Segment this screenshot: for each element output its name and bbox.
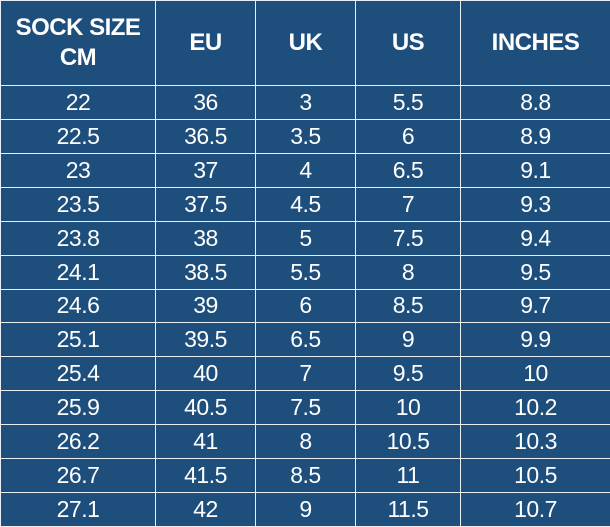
table-cell: 3.5: [255, 118, 356, 154]
table-cell: 37.5: [155, 186, 256, 222]
table-cell: 38: [155, 220, 256, 256]
table-cell: 40.5: [155, 390, 256, 426]
table-cell: 5: [255, 220, 356, 256]
table-cell: 25.1: [0, 322, 156, 358]
table-cell: 10: [460, 356, 610, 392]
table-cell: 6.5: [355, 152, 461, 188]
table-cell: 37: [155, 152, 256, 188]
table-cell: 39: [155, 288, 256, 324]
table-cell: 23: [0, 152, 156, 188]
table-cell: 23.5: [0, 186, 156, 222]
table-cell: 4.5: [255, 186, 356, 222]
table-header: SOCK SIZE CM EU UK US INCHES: [0, 0, 610, 86]
table-cell: 9.9: [460, 322, 610, 358]
table-cell: 41: [155, 424, 256, 460]
table-cell: 7.5: [355, 220, 461, 256]
header-cell: UK: [255, 0, 356, 86]
table-row: 22 36 3 5.5 8.8: [0, 85, 610, 120]
table-row: 25.1 39.5 6.5 9 9.9: [0, 322, 610, 358]
table-cell: 8.9: [460, 118, 610, 154]
table-row: 24.6 39 6 8.5 9.7: [0, 288, 610, 324]
table-cell: 10.7: [460, 492, 610, 527]
table-cell: 23.8: [0, 220, 156, 256]
table-cell: 10.2: [460, 390, 610, 426]
table-cell: 7.5: [255, 390, 356, 426]
table-cell: 26.2: [0, 424, 156, 460]
table-cell: 10.3: [460, 424, 610, 460]
table-cell: 10: [355, 390, 461, 426]
table-row: 23.5 37.5 4.5 7 9.3: [0, 186, 610, 222]
table-cell: 11.5: [355, 492, 461, 527]
table-cell: 3: [255, 85, 356, 120]
table-row: 23 37 4 6.5 9.1: [0, 152, 610, 188]
table-cell: 11: [355, 458, 461, 494]
header-cell: SOCK SIZE CM: [0, 0, 156, 86]
table-body: 22 36 3 5.5 8.8 22.5 36.5 3.5 6 8.9 23 37 4 6.5 9.1 23.…: [0, 85, 610, 527]
header-cell: US: [355, 0, 461, 86]
table-cell: 5.5: [255, 254, 356, 290]
table-row: 25.9 40.5 7.5 10 10.2: [0, 390, 610, 426]
table-cell: 6: [255, 288, 356, 324]
table-cell: 8: [355, 254, 461, 290]
table-cell: 4: [255, 152, 356, 188]
table-cell: 10.5: [355, 424, 461, 460]
table-cell: 7: [255, 356, 356, 392]
table-cell: 39.5: [155, 322, 256, 358]
table-row: 27.1 42 9 11.5 10.7: [0, 492, 610, 527]
table-row: 23.8 38 5 7.5 9.4: [0, 220, 610, 256]
table-cell: 24.1: [0, 254, 156, 290]
table-cell: 8.5: [355, 288, 461, 324]
header-cell: INCHES: [460, 0, 610, 86]
table-cell: 36.5: [155, 118, 256, 154]
table-cell: 9.4: [460, 220, 610, 256]
table-cell: 26.7: [0, 458, 156, 494]
table-cell: 25.4: [0, 356, 156, 392]
table-row: 22.5 36.5 3.5 6 8.9: [0, 118, 610, 154]
table-cell: 36: [155, 85, 256, 120]
table-cell: 25.9: [0, 390, 156, 426]
table-cell: 7: [355, 186, 461, 222]
table-cell: 8.8: [460, 85, 610, 120]
table-row: 25.4 40 7 9.5 10: [0, 356, 610, 392]
table-cell: 9.5: [460, 254, 610, 290]
table-row: 26.7 41.5 8.5 11 10.5: [0, 458, 610, 494]
table-row: 26.2 41 8 10.5 10.3: [0, 424, 610, 460]
table-cell: 8: [255, 424, 356, 460]
table-row: 24.1 38.5 5.5 8 9.5: [0, 254, 610, 290]
table-cell: 9: [355, 322, 461, 358]
table-cell: 6.5: [255, 322, 356, 358]
table-cell: 9.7: [460, 288, 610, 324]
header-row: SOCK SIZE CM EU UK US INCHES: [0, 0, 610, 86]
table-cell: 41.5: [155, 458, 256, 494]
table-cell: 8.5: [255, 458, 356, 494]
table-cell: 6: [355, 118, 461, 154]
table-cell: 42: [155, 492, 256, 527]
table-cell: 40: [155, 356, 256, 392]
table-cell: 9.5: [355, 356, 461, 392]
header-cell: EU: [155, 0, 256, 86]
table-cell: 10.5: [460, 458, 610, 494]
table-cell: 9.1: [460, 152, 610, 188]
table-cell: 24.6: [0, 288, 156, 324]
table-cell: 9.3: [460, 186, 610, 222]
table-cell: 38.5: [155, 254, 256, 290]
table-cell: 9: [255, 492, 356, 527]
table-cell: 22.5: [0, 118, 156, 154]
table-cell: 5.5: [355, 85, 461, 120]
table-cell: 22: [0, 85, 156, 120]
table-cell: 27.1: [0, 492, 156, 527]
